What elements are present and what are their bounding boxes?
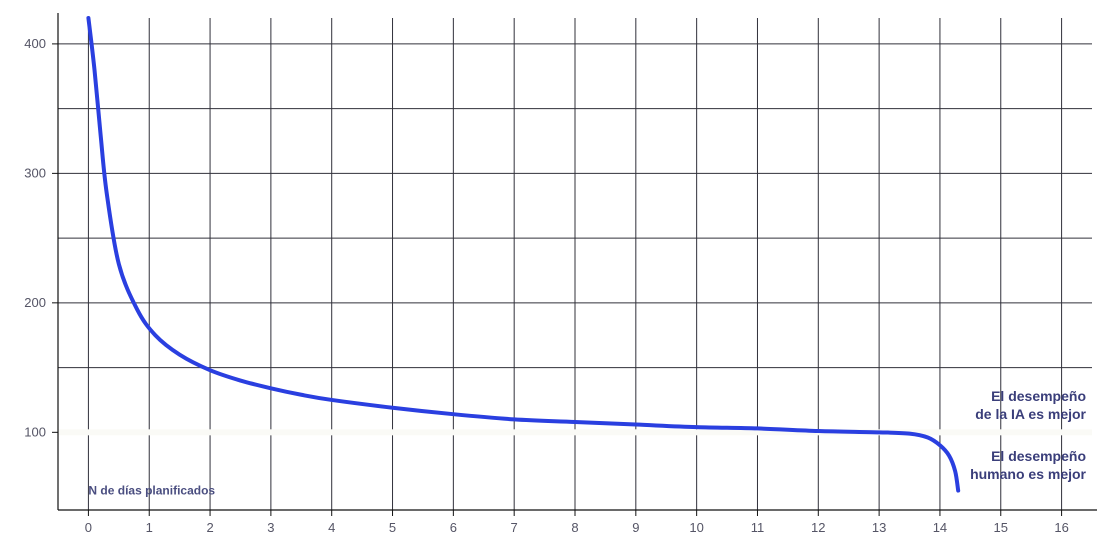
x-tick-label: 14 bbox=[933, 520, 947, 535]
annotation-ai-better: El desempeño bbox=[991, 388, 1086, 404]
x-tick-label: 12 bbox=[811, 520, 825, 535]
annotation-human-better: El desempeño bbox=[991, 448, 1086, 464]
x-tick-label: 2 bbox=[206, 520, 213, 535]
x-tick-label: 3 bbox=[267, 520, 274, 535]
x-tick-label: 9 bbox=[632, 520, 639, 535]
y-tick-label: 200 bbox=[24, 295, 46, 310]
footnote: N de días planificados bbox=[88, 483, 215, 497]
annotation-ai-better: de la IA es mejor bbox=[975, 406, 1086, 422]
annotation-human-better: humano es mejor bbox=[970, 466, 1086, 482]
x-tick-label: 1 bbox=[146, 520, 153, 535]
y-tick-label: 300 bbox=[24, 165, 46, 180]
x-tick-label: 6 bbox=[450, 520, 457, 535]
x-tick-label: 15 bbox=[994, 520, 1008, 535]
x-tick-label: 11 bbox=[751, 520, 765, 535]
x-tick-label: 13 bbox=[872, 520, 886, 535]
chart-container: 012345678910111213141516100200300400El d… bbox=[0, 0, 1112, 558]
x-tick-label: 4 bbox=[328, 520, 335, 535]
x-tick-label: 7 bbox=[511, 520, 518, 535]
x-tick-label: 10 bbox=[689, 520, 703, 535]
x-tick-label: 5 bbox=[389, 520, 396, 535]
x-tick-label: 16 bbox=[1054, 520, 1068, 535]
line-chart: 012345678910111213141516100200300400El d… bbox=[0, 0, 1112, 558]
x-tick-label: 0 bbox=[85, 520, 92, 535]
y-tick-label: 100 bbox=[24, 424, 46, 439]
y-tick-label: 400 bbox=[24, 36, 46, 51]
x-tick-label: 8 bbox=[571, 520, 578, 535]
